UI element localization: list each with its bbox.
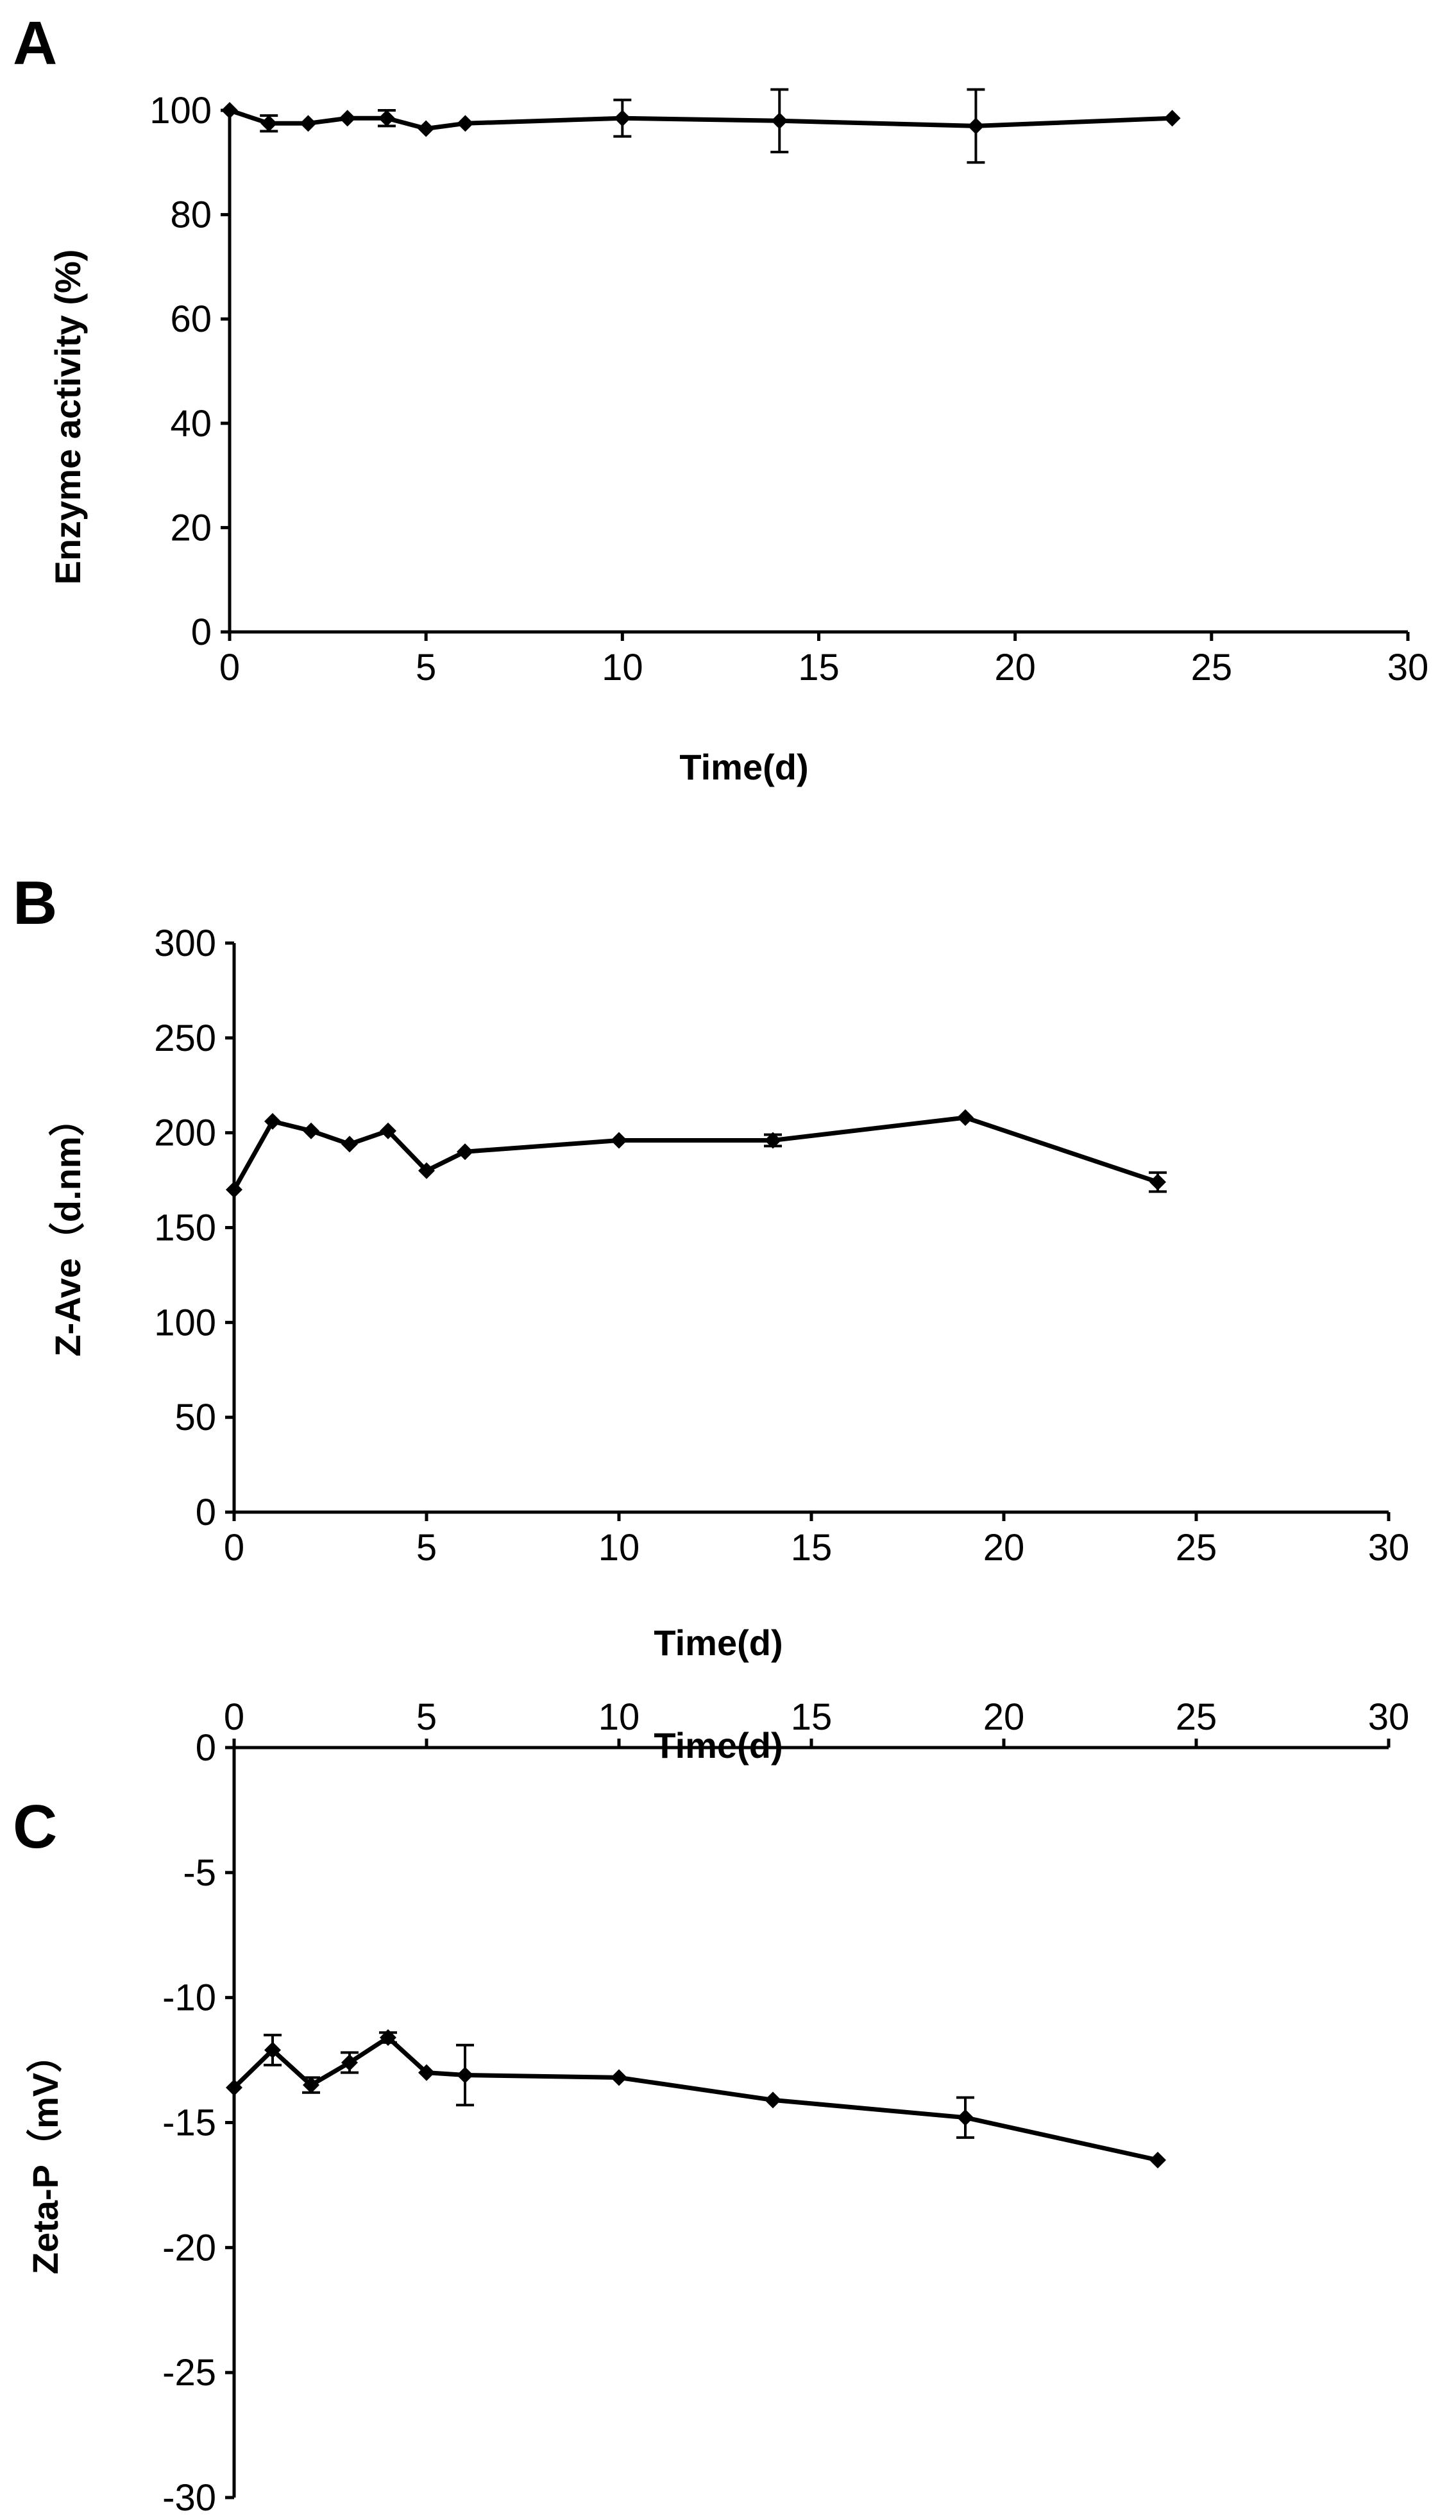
panel-b-ticks: 0 50 100 150 200 250 300 0 5 10 15 20 25 30 xyxy=(154,923,1409,1569)
panel-a-data-point xyxy=(260,115,278,132)
panel-c-y-tick-label: 0 xyxy=(196,1727,216,1769)
panel-b-x-tick-label: 25 xyxy=(1176,1527,1217,1569)
panel-b-y-tick-label: 50 xyxy=(174,1397,216,1438)
panel-b-y-tick-label: 150 xyxy=(154,1207,216,1249)
panel-a-letter: A xyxy=(13,9,57,78)
panel-a-ticks: 0 20 40 60 80 100 0 5 10 15 20 25 30 xyxy=(149,90,1428,688)
panel-c-y-tick-label: -30 xyxy=(162,2477,216,2519)
panel-a-data-point xyxy=(967,117,985,135)
panel-a-data-point xyxy=(418,120,435,137)
panel-b-data-point xyxy=(341,1136,358,1153)
panel-c-axes xyxy=(232,1746,1389,2498)
panel-c-ticks: -30 -25 -20 -15 -10 -5 00 5 10 15 20 25 30 xyxy=(162,1696,1409,2519)
panel-b-y-axis-title: Z-Ave（d.nm） xyxy=(47,1100,88,1356)
panel-c-data-point xyxy=(380,2029,396,2047)
panel-b-marks xyxy=(226,1109,1167,1198)
panel-c-y-axis-title: Zeta-P（mV） xyxy=(25,2037,65,2274)
panel-b-x-tick-label: 15 xyxy=(791,1527,833,1569)
panel-a-axes xyxy=(228,110,1408,634)
panel-a-data-point xyxy=(1164,110,1181,127)
panel-a-x-axis-title: Time(d) xyxy=(679,747,808,787)
panel-a-data-point xyxy=(457,115,474,132)
panel-c-y-tick-label: -25 xyxy=(162,2352,216,2394)
panel-a-data-point xyxy=(771,112,788,130)
panel-b-chart: B Z-Ave（d.nm） Time(d) 050100150200250300… xyxy=(13,869,1409,1663)
panel-a-marks xyxy=(221,88,1181,164)
panel-a-x-tick-label: 15 xyxy=(798,647,840,688)
panel-c-series-line xyxy=(232,2035,1158,2163)
panel-c-data-point xyxy=(303,2077,319,2094)
panel-b-data-point xyxy=(418,1162,435,1179)
panel-b-data-point xyxy=(1149,1173,1166,1191)
panel-a-x-tick-label: 5 xyxy=(416,647,436,688)
panel-a-x-tick-label: 10 xyxy=(602,647,643,688)
panel-b-x-axis-title: Time(d) xyxy=(654,1622,783,1663)
panel-b-x-tick-label: 20 xyxy=(983,1527,1025,1569)
panel-b-y-tick-label: 250 xyxy=(154,1017,216,1059)
panel-c-data-point xyxy=(1149,2151,1166,2168)
panel-a-y-tick-label: 0 xyxy=(191,611,212,653)
panel-c-data-point xyxy=(611,2069,627,2086)
panel-a-y-axis-title: Enzyme activity (%) xyxy=(47,250,88,585)
panel-a-y-tick-label: 60 xyxy=(170,298,212,340)
panel-a-x-tick-label: 20 xyxy=(994,647,1036,688)
panel-c-x-tick-label: 5 xyxy=(416,1696,437,1738)
panel-b-x-tick-label: 10 xyxy=(598,1527,640,1569)
panel-b-data-point xyxy=(957,1109,974,1127)
panel-c-x-tick-label: 15 xyxy=(791,1696,833,1738)
panel-b-y-tick-label: 300 xyxy=(154,923,216,964)
panel-c-y-tick-label: -20 xyxy=(162,2227,216,2269)
panel-b-data-point xyxy=(380,1122,396,1139)
panel-b-series-line xyxy=(232,1115,1159,1191)
panel-c-y-tick-label: -15 xyxy=(162,2102,216,2144)
panel-c-x-tick-label: 25 xyxy=(1176,1696,1217,1738)
panel-c-y-tick-label: -5 xyxy=(183,1852,216,1894)
panel-b-x-tick-label: 0 xyxy=(224,1527,244,1569)
panel-a-data-point xyxy=(339,110,356,127)
panel-b-axes xyxy=(232,943,1389,1514)
panel-b-data-point xyxy=(765,1132,781,1149)
panel-b-data-point xyxy=(457,1143,473,1161)
panel-c-data-point xyxy=(957,2109,974,2126)
panel-a-data-point xyxy=(614,110,631,127)
panel-b-y-tick-label: 200 xyxy=(154,1112,216,1154)
panel-c-marks xyxy=(226,2029,1166,2168)
panel-c-data-point xyxy=(418,2064,435,2081)
panel-c-x-tick-label: 0 xyxy=(224,1696,244,1738)
panel-b-data-point xyxy=(611,1132,627,1149)
panel-c-x-axis-title: Time(d) xyxy=(654,1725,783,1766)
panel-c-x-tick-label: 20 xyxy=(983,1696,1025,1738)
panel-c-data-point xyxy=(264,2041,281,2059)
panel-c-data-point xyxy=(765,2091,781,2109)
panel-b-data-point xyxy=(226,1181,242,1198)
panel-c-data-point xyxy=(457,2066,473,2084)
panel-b-x-tick-label: 5 xyxy=(416,1527,437,1569)
panel-b-letter: B xyxy=(13,869,57,937)
panel-a-y-tick-label: 80 xyxy=(170,194,212,236)
panel-a-data-point xyxy=(221,102,238,119)
panel-a-y-tick-label: 40 xyxy=(170,403,212,445)
panel-c-x-tick-label: 10 xyxy=(598,1696,640,1738)
panel-a-chart: A Enzyme activity (%) Time(d) 0 20 40 60 80 1… xyxy=(13,9,1428,787)
panel-b-y-tick-label: 100 xyxy=(154,1302,216,1343)
panel-b-data-point xyxy=(303,1122,319,1139)
panel-b-y-tick-label: 0 xyxy=(196,1492,216,1533)
panel-c-chart: C Zeta-P（mV） Time(d) -30 -25 -20 -15 -10 -5 00… xyxy=(13,1696,1409,2519)
panel-c-letter: C xyxy=(13,1792,57,1861)
panel-a-data-point xyxy=(300,115,317,132)
panel-b-x-tick-label: 30 xyxy=(1368,1527,1410,1569)
panel-a-x-tick-label: 0 xyxy=(219,647,240,688)
panel-c-data-point xyxy=(226,2079,242,2096)
panel-a-x-tick-label: 25 xyxy=(1191,647,1233,688)
panel-c-x-tick-label: 30 xyxy=(1368,1696,1410,1738)
panel-a-data-point xyxy=(378,110,395,127)
panel-a-x-tick-label: 30 xyxy=(1387,647,1429,688)
panel-a-y-tick-label: 20 xyxy=(170,507,212,549)
panel-a-y-tick-label: 100 xyxy=(149,90,212,132)
panel-c-y-tick-label: -10 xyxy=(162,1977,216,2019)
panel-a-series-line xyxy=(228,108,1172,131)
panel-c-data-point xyxy=(341,2054,358,2071)
panel-b-data-point xyxy=(264,1112,281,1130)
